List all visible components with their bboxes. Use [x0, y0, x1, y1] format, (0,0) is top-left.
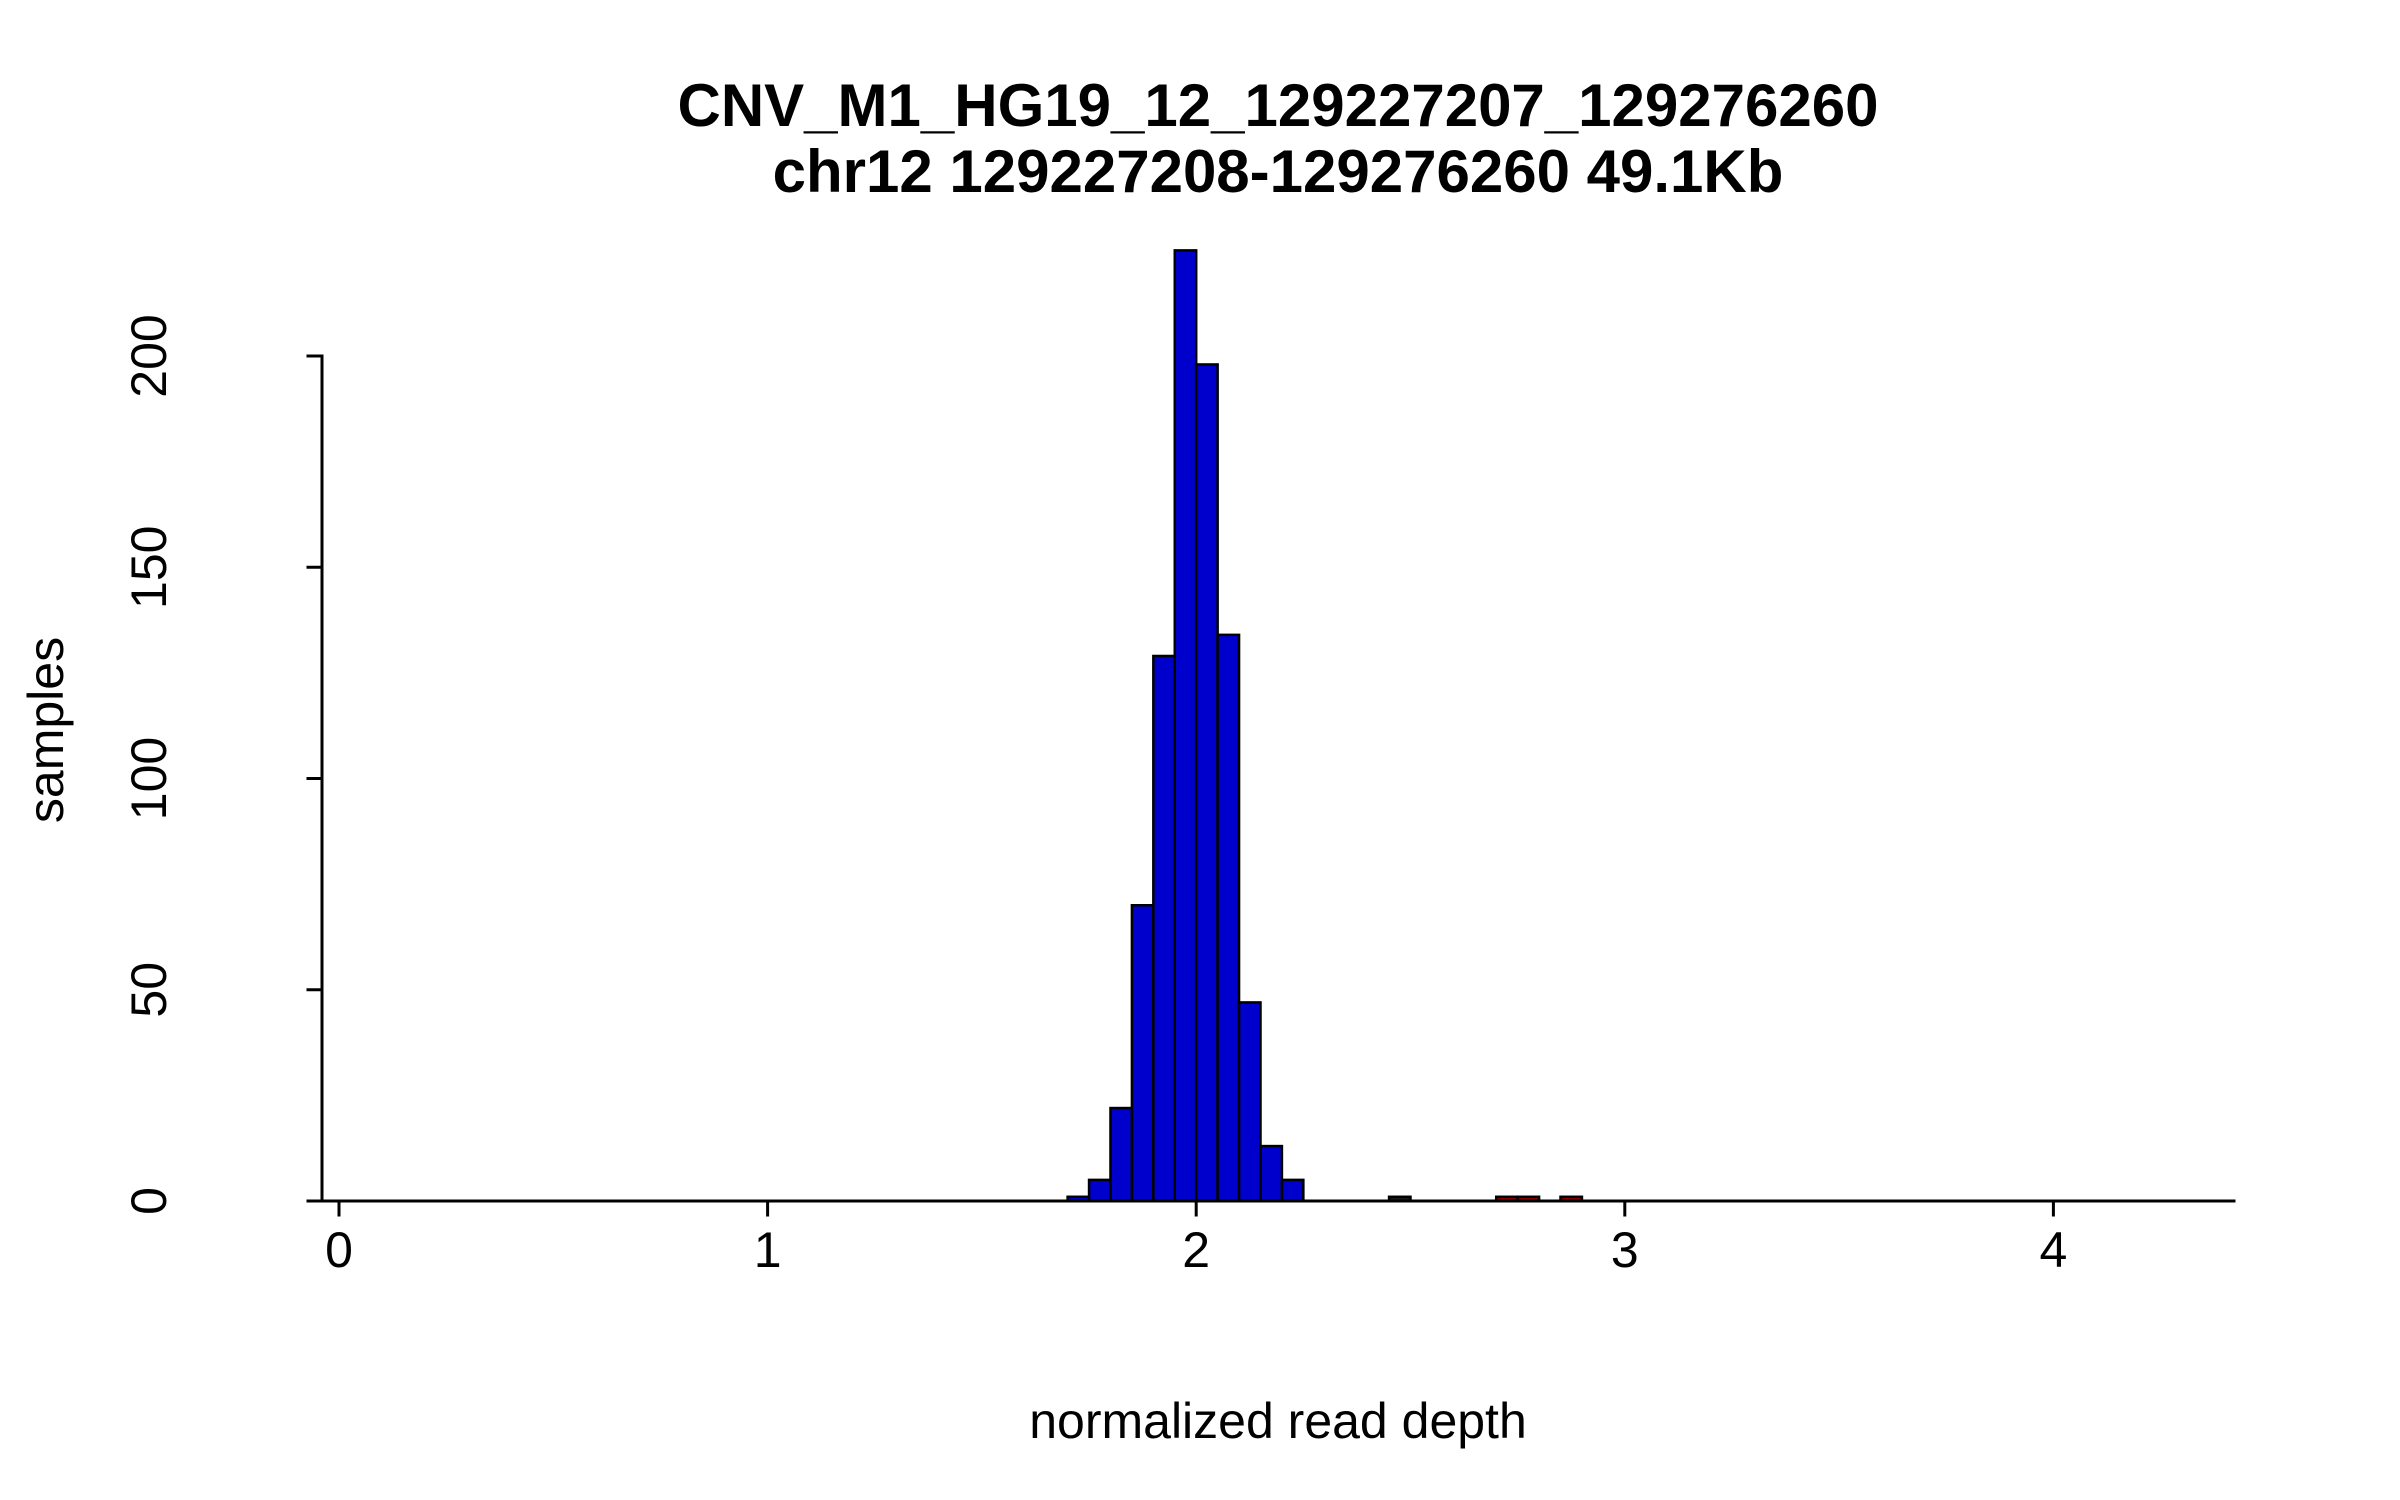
histogram-bar: [1259, 1144, 1284, 1203]
x-axis-label: normalized read depth: [1029, 1393, 1527, 1449]
histogram-bar: [1216, 633, 1241, 1203]
histogram-bars: [1066, 249, 1584, 1203]
x-tick-label: 2: [1182, 1222, 1210, 1278]
histogram-bar: [1194, 363, 1219, 1203]
histogram-bar: [1237, 1001, 1262, 1203]
y-tick-label: 150: [121, 526, 177, 609]
x-tick-label: 3: [1611, 1222, 1639, 1278]
y-axis-label: samples: [18, 637, 74, 823]
histogram-bar: [1152, 654, 1177, 1203]
chart-subtitle: chr12 129227208-129276260 49.1Kb: [773, 138, 1784, 205]
y-tick-label: 50: [121, 962, 177, 1018]
x-tick-label: 1: [754, 1222, 782, 1278]
histogram-bar: [1173, 249, 1198, 1203]
histogram-bar: [1109, 1106, 1134, 1203]
histogram-bar: [1280, 1178, 1305, 1203]
y-tick-label: 200: [121, 314, 177, 397]
chart-title: CNV_M1_HG19_12_129227207_129276260: [678, 72, 1879, 139]
y-tick-label: 100: [121, 737, 177, 820]
histogram-bar: [1130, 904, 1155, 1203]
histogram-bar: [1087, 1178, 1112, 1203]
y-axis-ticks: 0 50 100 150 200: [121, 314, 324, 1215]
y-tick-label: 0: [121, 1187, 177, 1215]
x-tick-label: 4: [2039, 1222, 2067, 1278]
x-axis-ticks: 0 1 2 3 4: [325, 1199, 2067, 1278]
x-tick-label: 0: [325, 1222, 353, 1278]
